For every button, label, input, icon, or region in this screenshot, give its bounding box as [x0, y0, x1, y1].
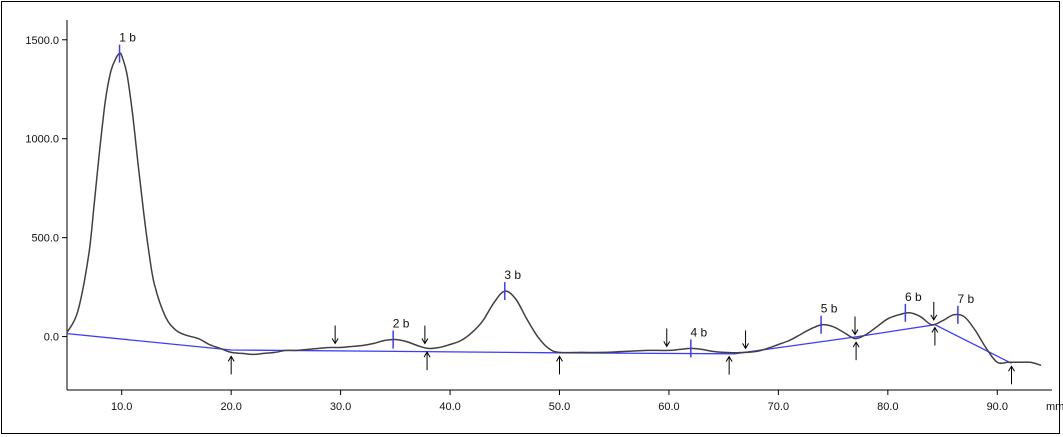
trace-layer	[66, 52, 1042, 367]
x-tick-label: 20.0	[220, 401, 241, 413]
peak-label: 3 b	[504, 268, 521, 282]
densitometry-trace	[66, 52, 1042, 367]
boundary-arrow-up-head	[725, 355, 733, 362]
boundary-arrow-down-head	[851, 329, 859, 336]
boundary-arrow-up-head	[556, 355, 563, 362]
boundary-markers	[227, 301, 1015, 385]
x-tick-label: 80.0	[877, 401, 898, 413]
x-unit-label: mm	[1046, 401, 1063, 413]
boundary-arrow-down-head	[331, 338, 339, 345]
x-tick-label: 70.0	[768, 401, 789, 413]
boundary-arrow-down-head	[742, 343, 749, 350]
x-tick-label: 30.0	[330, 401, 351, 413]
peak-markers: 1 b 2 b 3 b 4 b 5 b 6 b 7 b	[118, 31, 975, 358]
x-tick-label: 10.0	[111, 401, 132, 413]
axes: 10.0 20.0 30.0 40.0 50.0 60.0 70.0 80.0 90.0 mm 0.…	[25, 20, 1063, 413]
x-tick-label: 60.0	[658, 401, 679, 413]
y-tick-label: 0.0	[44, 332, 59, 344]
boundary-arrow-down-head	[930, 314, 938, 321]
peak-label: 2 b	[393, 317, 410, 331]
peak-label: 1 b	[119, 31, 136, 45]
y-tick-label: 500.0	[31, 233, 59, 245]
x-tick-label: 90.0	[987, 401, 1008, 413]
y-tick-label: 1500.0	[25, 35, 59, 47]
boundary-arrow-up-head	[227, 355, 235, 362]
boundary-arrow-up-head	[423, 351, 431, 358]
peak-label: 7 b	[958, 292, 975, 306]
peak-label: 6 b	[905, 290, 922, 304]
peak-label: 4 b	[690, 325, 707, 339]
boundary-arrow-up-head	[852, 341, 860, 348]
boundary-arrow-down-head	[421, 338, 429, 345]
peak-label: 5 b	[821, 302, 838, 316]
boundary-arrow-down-head	[663, 341, 671, 348]
boundary-arrow-up-head	[931, 326, 939, 333]
x-tick-label: 40.0	[439, 401, 460, 413]
x-tick-label: 50.0	[549, 401, 570, 413]
y-tick-label: 1000.0	[25, 134, 59, 146]
boundary-arrow-up-head	[1008, 365, 1015, 372]
